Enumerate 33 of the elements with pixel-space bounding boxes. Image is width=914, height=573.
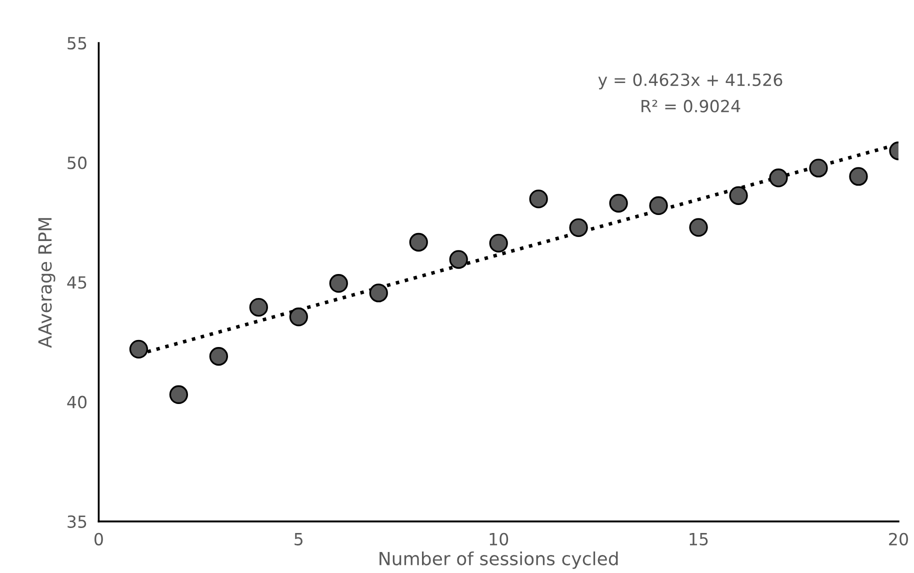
x-axis-title: Number of sessions cycled bbox=[380, 551, 618, 569]
point bbox=[769, 168, 788, 188]
point bbox=[729, 186, 748, 205]
point bbox=[249, 298, 268, 317]
y-tick-label: 55 bbox=[68, 37, 86, 50]
point bbox=[529, 190, 548, 208]
point bbox=[449, 250, 468, 269]
point bbox=[209, 347, 228, 366]
y-tick-label: 35 bbox=[68, 515, 86, 528]
point bbox=[409, 232, 428, 252]
annotation: y = 0.4623x + 41.526 bbox=[598, 73, 782, 90]
x-tick-label: 20 bbox=[889, 532, 908, 546]
x-tick-label: 15 bbox=[690, 533, 708, 546]
point bbox=[609, 194, 628, 213]
x-tick-label: 0 bbox=[94, 532, 103, 546]
point bbox=[329, 274, 348, 293]
point bbox=[489, 234, 508, 253]
x-tick-label: 5 bbox=[294, 533, 302, 546]
point bbox=[169, 385, 188, 404]
point bbox=[289, 308, 308, 326]
point bbox=[649, 196, 668, 215]
y-tick-label: 40 bbox=[67, 396, 86, 408]
annotation: R² = 0.9024 bbox=[642, 100, 740, 112]
y-tick-label: 45 bbox=[67, 276, 86, 289]
point bbox=[569, 218, 588, 237]
point bbox=[809, 158, 828, 178]
point bbox=[129, 340, 148, 359]
x-tick-label: 10 bbox=[490, 532, 508, 546]
point bbox=[369, 284, 388, 302]
y-tick-label: 50 bbox=[68, 156, 86, 170]
point bbox=[849, 167, 868, 186]
point bbox=[689, 218, 708, 237]
y-axis-title: AAverage RPM bbox=[38, 218, 56, 348]
